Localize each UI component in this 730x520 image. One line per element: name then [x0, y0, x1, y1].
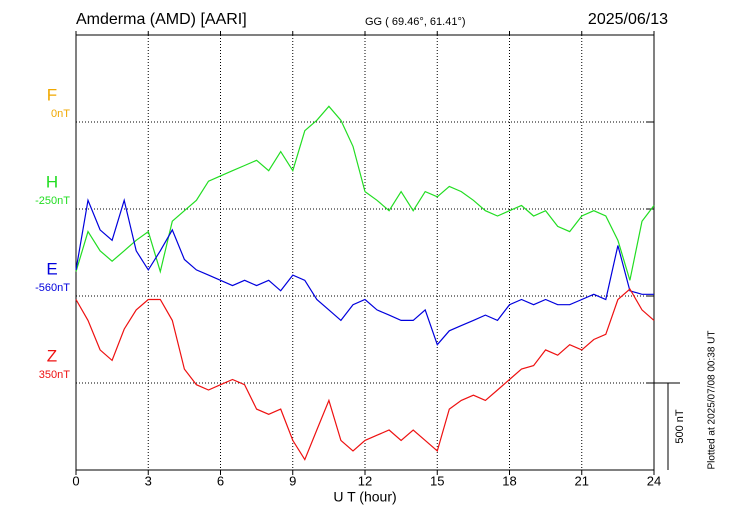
legend-name: F — [47, 85, 57, 104]
x-tick-label: 18 — [502, 473, 516, 488]
x-tick-label: 15 — [430, 473, 444, 488]
x-tick-label: 6 — [217, 473, 224, 488]
legend-name: H — [46, 172, 58, 191]
chart-date: 2025/06/13 — [588, 11, 668, 28]
scale-bar-label: 500 nT — [674, 409, 686, 444]
plot-note: Plotted at 2025/07/08 00:38 UT — [707, 331, 718, 470]
chart-title: Amderma (AMD) [AARI] — [76, 11, 247, 28]
x-tick-label: 24 — [647, 473, 661, 488]
series-offset: 350nT — [39, 369, 70, 381]
chart-subtitle: GG ( 69.46°, 61.41°) — [365, 16, 466, 28]
series-line — [75, 288, 655, 461]
series-offset: -560nT — [35, 282, 70, 294]
legend-name: Z — [47, 346, 57, 365]
x-tick-label: 3 — [145, 473, 152, 488]
series-offset: -250nT — [35, 195, 70, 207]
x-tick-label: 0 — [72, 473, 79, 488]
series-line — [75, 105, 655, 281]
x-tick-label: 21 — [575, 473, 589, 488]
x-tick-label: 12 — [358, 473, 372, 488]
x-axis-label: U T (hour) — [333, 489, 396, 505]
series-line — [75, 197, 654, 346]
series-offset: 0nT — [51, 108, 70, 120]
x-tick-label: 9 — [289, 473, 296, 488]
legend-name: E — [46, 259, 57, 278]
